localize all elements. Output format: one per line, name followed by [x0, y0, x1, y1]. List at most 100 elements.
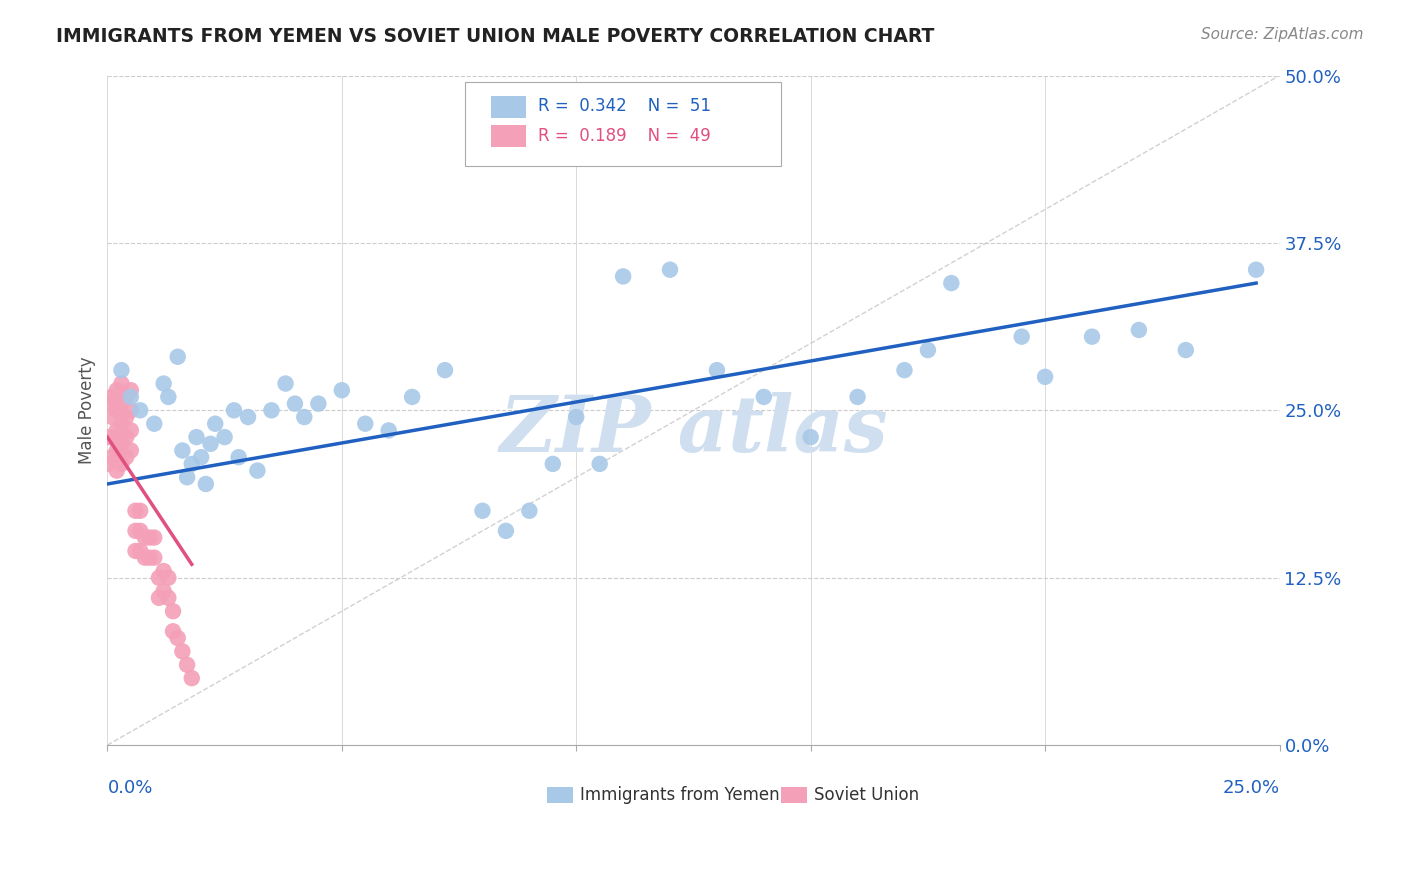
Point — [157, 390, 180, 404]
Point — [120, 383, 142, 397]
Point — [148, 571, 170, 585]
Text: R =  0.342    N =  51: R = 0.342 N = 51 — [537, 97, 710, 115]
Point — [274, 376, 297, 391]
Point — [893, 363, 915, 377]
Bar — [547, 788, 572, 804]
Point — [143, 550, 166, 565]
Point — [194, 477, 217, 491]
Point — [222, 403, 245, 417]
Point — [110, 417, 132, 431]
Point — [152, 564, 174, 578]
Point — [519, 504, 541, 518]
Point — [143, 417, 166, 431]
Point — [101, 410, 124, 425]
Point — [124, 524, 146, 538]
Point — [105, 383, 128, 397]
Point — [120, 424, 142, 438]
Point — [120, 443, 142, 458]
Point — [105, 403, 128, 417]
Point — [105, 464, 128, 478]
Point — [134, 550, 156, 565]
Point — [541, 457, 564, 471]
Text: 25.0%: 25.0% — [1222, 779, 1279, 797]
Bar — [491, 95, 526, 118]
Point — [186, 430, 208, 444]
Point — [495, 524, 517, 538]
Point — [138, 550, 160, 565]
Point — [1081, 329, 1104, 343]
Point — [105, 443, 128, 458]
Point — [190, 450, 212, 465]
Point — [124, 544, 146, 558]
Text: IMMIGRANTS FROM YEMEN VS SOVIET UNION MALE POVERTY CORRELATION CHART: IMMIGRANTS FROM YEMEN VS SOVIET UNION MA… — [56, 27, 935, 45]
Point — [162, 624, 184, 639]
Point — [292, 410, 315, 425]
Point — [101, 450, 124, 465]
Point — [129, 504, 152, 518]
Text: Soviet Union: Soviet Union — [814, 787, 920, 805]
Point — [124, 504, 146, 518]
Point — [110, 396, 132, 410]
Point — [105, 424, 128, 438]
Point — [377, 424, 399, 438]
Point — [236, 410, 259, 425]
Text: Immigrants from Yemen: Immigrants from Yemen — [579, 787, 779, 805]
Point — [180, 457, 202, 471]
Point — [129, 403, 152, 417]
Point — [120, 403, 142, 417]
Point — [706, 363, 728, 377]
Point — [1128, 323, 1150, 337]
Point — [96, 430, 118, 444]
Point — [612, 269, 634, 284]
Point — [180, 671, 202, 685]
Point — [152, 376, 174, 391]
Point — [148, 591, 170, 605]
Text: 0.0%: 0.0% — [107, 779, 153, 797]
Point — [110, 376, 132, 391]
Point — [115, 450, 138, 465]
Point — [752, 390, 775, 404]
Point — [228, 450, 250, 465]
Point — [354, 417, 377, 431]
Point — [1244, 262, 1267, 277]
Point — [110, 457, 132, 471]
Point — [941, 276, 963, 290]
Y-axis label: Male Poverty: Male Poverty — [79, 357, 96, 464]
Point — [129, 524, 152, 538]
Point — [204, 417, 226, 431]
Point — [110, 363, 132, 377]
Point — [433, 363, 456, 377]
Point — [176, 657, 198, 672]
Point — [214, 430, 236, 444]
Point — [246, 464, 269, 478]
Point — [138, 531, 160, 545]
Point — [101, 430, 124, 444]
Point — [166, 350, 188, 364]
Bar — [491, 125, 526, 147]
Point — [101, 390, 124, 404]
Point — [1033, 369, 1056, 384]
Point — [120, 390, 142, 404]
Point — [260, 403, 283, 417]
Point — [200, 437, 222, 451]
Point — [157, 571, 180, 585]
Point — [157, 591, 180, 605]
Point — [172, 443, 194, 458]
Point — [96, 396, 118, 410]
Point — [134, 531, 156, 545]
FancyBboxPatch shape — [465, 82, 782, 166]
Bar — [782, 788, 807, 804]
Point — [166, 631, 188, 645]
Point — [110, 437, 132, 451]
Point — [162, 604, 184, 618]
Point — [565, 410, 588, 425]
Point — [401, 390, 423, 404]
Point — [96, 457, 118, 471]
Point — [1011, 329, 1033, 343]
Point — [172, 644, 194, 658]
Text: Source: ZipAtlas.com: Source: ZipAtlas.com — [1201, 27, 1364, 42]
Point — [330, 383, 353, 397]
Text: R =  0.189    N =  49: R = 0.189 N = 49 — [537, 127, 710, 145]
Point — [471, 504, 494, 518]
Point — [659, 262, 682, 277]
